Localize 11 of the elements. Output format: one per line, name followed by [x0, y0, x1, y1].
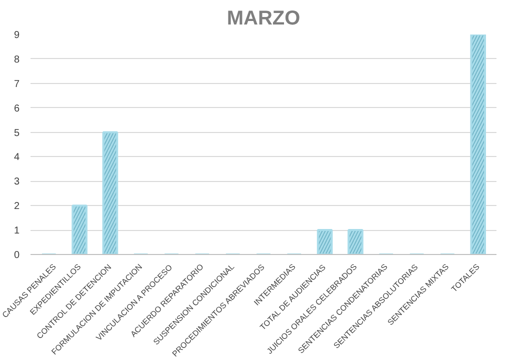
- y-tick-label: 2: [14, 201, 20, 212]
- y-tick-label: 0: [14, 250, 20, 261]
- y-tick-label: 4: [14, 152, 20, 164]
- y-tick-label: 3: [14, 176, 20, 188]
- y-tick-label: 1: [14, 226, 20, 237]
- y-tick-label: 7: [14, 78, 20, 90]
- y-tick-label: 8: [14, 54, 20, 66]
- chart-title: MARZO: [226, 8, 300, 30]
- y-tick-label: 5: [14, 128, 20, 139]
- y-tick-label: 6: [14, 103, 20, 114]
- y-tick-label: 9: [14, 30, 20, 41]
